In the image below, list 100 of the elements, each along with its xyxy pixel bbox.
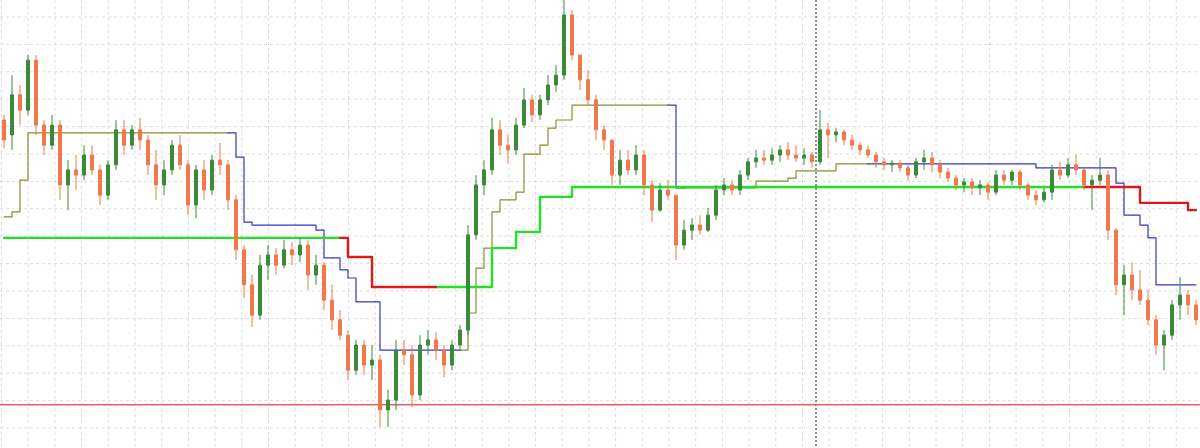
candlestick	[162, 159, 166, 196]
candlestick	[1130, 261, 1134, 301]
candlestick	[442, 344, 446, 378]
candlestick	[426, 329, 430, 356]
candlestick	[306, 239, 310, 291]
candlestick	[882, 157, 886, 171]
candlestick	[1178, 276, 1182, 321]
candlestick	[530, 94, 534, 123]
candlestick	[506, 134, 510, 164]
candlestick	[34, 54, 38, 136]
candlestick	[826, 122, 830, 159]
candlestick	[234, 194, 238, 261]
candlestick	[26, 54, 30, 116]
candlestick	[1034, 189, 1038, 206]
candlestick	[834, 127, 838, 143]
candlestick	[1058, 161, 1062, 181]
candlestick	[1098, 157, 1102, 186]
candlestick	[970, 177, 974, 196]
candlestick	[594, 94, 598, 141]
candlestick	[74, 154, 78, 191]
candlestick	[346, 329, 350, 381]
candlestick	[98, 164, 102, 206]
candlestick	[338, 309, 342, 341]
candlestick	[562, 0, 566, 81]
candlestick	[650, 179, 654, 223]
candlestick	[722, 177, 726, 196]
candlestick	[938, 159, 942, 179]
candlestick	[898, 159, 902, 173]
candlestick	[746, 157, 750, 181]
candlestick	[330, 284, 334, 331]
candlestick	[410, 344, 414, 408]
candlestick	[1186, 289, 1190, 316]
candlestick	[378, 354, 382, 428]
candlestick	[2, 114, 6, 149]
candlestick	[514, 117, 518, 156]
candlestick	[1090, 174, 1094, 211]
candlestick	[850, 134, 854, 151]
candlestick	[946, 167, 950, 183]
candlestick	[186, 159, 190, 216]
candlestick	[266, 244, 270, 281]
candlestick	[1010, 169, 1014, 186]
candlestick	[714, 184, 718, 221]
candlestick	[1050, 164, 1054, 201]
candlestick	[706, 207, 710, 233]
candlestick	[1162, 329, 1166, 371]
candlestick	[770, 147, 774, 166]
candlestick	[314, 254, 318, 286]
candlestick	[1146, 289, 1150, 326]
candlestick	[1194, 299, 1198, 326]
candlestick	[1170, 299, 1174, 341]
candlestick	[922, 149, 926, 171]
candlestick	[1026, 182, 1030, 201]
candlestick	[250, 274, 254, 328]
candlestick	[138, 117, 142, 151]
candlestick	[570, 9, 574, 61]
candlestick	[1082, 167, 1086, 191]
candlestick	[10, 74, 14, 151]
candlestick	[298, 237, 302, 263]
candlestick	[82, 144, 86, 181]
candlestick	[866, 144, 870, 159]
candlestick	[730, 179, 734, 196]
candlestick	[226, 159, 230, 211]
candlestick	[434, 331, 438, 361]
candlestick	[218, 142, 222, 176]
candlestick	[498, 119, 502, 156]
candlestick	[586, 69, 590, 106]
candlestick	[538, 94, 542, 121]
candlestick	[274, 247, 278, 276]
candlestick	[202, 159, 206, 201]
candlestick	[490, 117, 494, 176]
candlestick	[1106, 169, 1110, 241]
candlestick	[354, 339, 358, 376]
candlestick	[1114, 227, 1118, 296]
candlestick	[154, 149, 158, 201]
candlestick	[778, 144, 782, 163]
candlestick	[786, 141, 790, 161]
candlestick	[258, 254, 262, 321]
candlestick	[58, 119, 62, 201]
candlestick	[1042, 187, 1046, 204]
candlestick	[906, 164, 910, 181]
candlestick	[874, 151, 878, 169]
candlestick	[626, 149, 630, 176]
candlestick	[90, 144, 94, 176]
candlestick	[994, 169, 998, 196]
candlestick	[698, 214, 702, 236]
candlestick	[578, 54, 582, 91]
candlestick	[18, 84, 22, 126]
candlestick	[114, 119, 118, 171]
candlestick	[1002, 169, 1006, 186]
candlestick	[106, 159, 110, 201]
candlestick	[458, 324, 462, 351]
candlestick	[370, 344, 374, 381]
candlestick	[610, 139, 614, 186]
candlestick	[170, 139, 174, 176]
candlestick	[450, 339, 454, 371]
candlestick	[818, 109, 822, 166]
candlestick	[978, 179, 982, 196]
candlestick	[482, 159, 486, 196]
candlestick	[178, 134, 182, 171]
candlestick	[618, 149, 622, 186]
